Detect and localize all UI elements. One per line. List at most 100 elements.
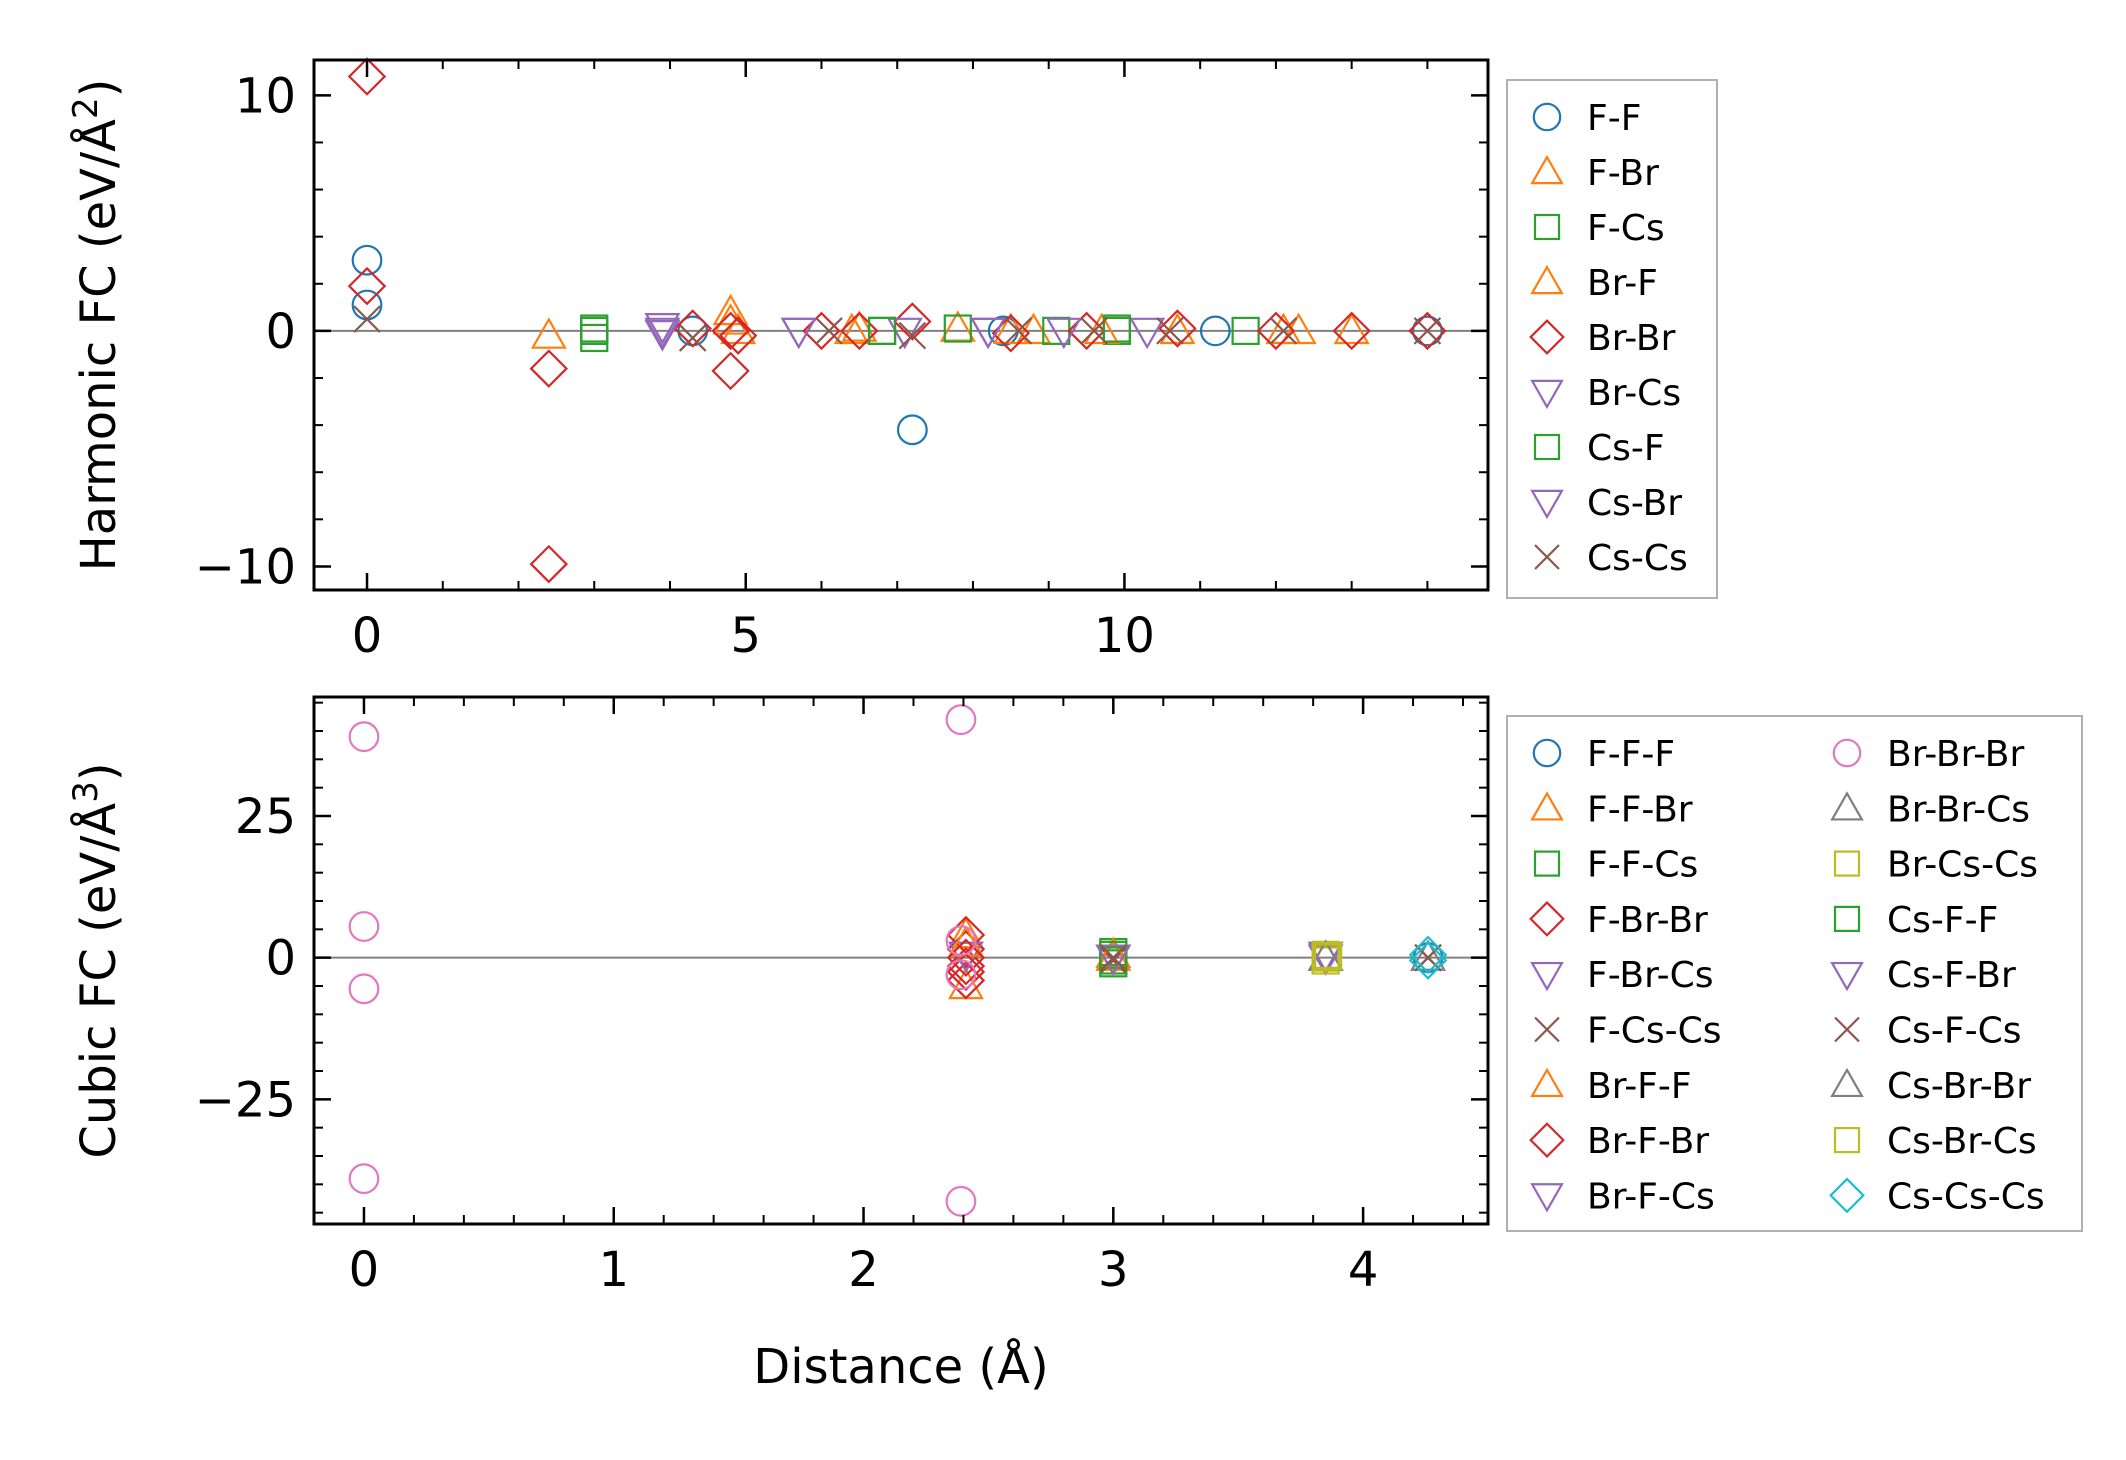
legend-marker-F-Br [1530, 154, 1564, 185]
cubic-fc-panel: 0 1 2 3 4 −25 0 25 Cubic FC (eV/Å3) Distance (Å) F… [66, 695, 2083, 1395]
legend-marker-Br-Cs [1530, 379, 1564, 410]
data-point-Br-Br [347, 57, 387, 96]
legend-marker-Br-Cs-Cs [1833, 850, 1861, 877]
data-point-Br-Br-Br [348, 911, 380, 942]
y-tick-label: 0 [265, 304, 296, 360]
legend-label: F-F-Cs [1587, 845, 1698, 886]
data-point-F-Br-Cs [947, 941, 984, 974]
legend-label: Cs-Br-Cs [1887, 1121, 2037, 1162]
legend-label: Br-F-Cs [1587, 1176, 1715, 1217]
data-point-F-Br-Br [946, 961, 986, 1000]
legend-marker-Br-F-Cs [1530, 1183, 1564, 1213]
data-point-Br-F-Br [946, 938, 986, 977]
legend-item: F-F-Cs [1533, 845, 1698, 886]
legend-item: Br-Cs [1530, 373, 1681, 414]
legend-item: F-Br-Cs [1530, 955, 1714, 996]
x-tick-label: 5 [730, 608, 761, 664]
data-point-Br-Br-Cs [1410, 939, 1447, 971]
data-point-Br-Br-Br [945, 959, 977, 991]
axis-ticks [314, 60, 1488, 590]
data-point-Cs-Cs [1080, 317, 1108, 345]
legend-label: Cs-Br [1587, 483, 1682, 524]
data-point-Cs-Cs [353, 305, 381, 333]
legend-item: Br-Br-Br [1832, 734, 2025, 775]
legend-label: F-Cs [1587, 208, 1665, 249]
data-point-Br-F-Br [946, 952, 986, 992]
legend-marker-F-F-Cs [1533, 850, 1561, 877]
data-point-Br-Br [673, 309, 712, 348]
legend-box [1506, 715, 2083, 1232]
data-point-Cs-Cs [1156, 317, 1184, 345]
data-point-Cs-Br-Cs [1314, 941, 1343, 971]
data-point-F-F [1199, 315, 1231, 347]
data-point-Br-Br-Br [348, 973, 380, 1005]
legend-item: F-Cs-Cs [1534, 1011, 1721, 1052]
axes-frame [312, 58, 1490, 592]
data-points [348, 704, 1448, 1217]
legend-item: Cs-Br-Br [1830, 1066, 2031, 1107]
data-point-Br-Cs [780, 317, 817, 350]
legend-marker-Br-Br [1529, 319, 1565, 355]
legend-label: Br-F [1587, 263, 1658, 304]
legend-marker-Cs-F-Cs [1834, 1016, 1860, 1043]
data-point-F-Br [1280, 312, 1317, 345]
y-tick-label: −25 [195, 1072, 296, 1128]
data-point-Br-Br [1332, 311, 1371, 351]
data-point-Cs-Br [644, 317, 681, 350]
data-point-Cs-Cs [678, 324, 707, 352]
legend-label: F-F-F [1587, 734, 1675, 775]
data-point-Br-Cs [1129, 317, 1166, 350]
data-point-Cs-F [580, 316, 609, 345]
axes-frame [312, 695, 1490, 1226]
legend-marker-F-F-F [1532, 738, 1562, 768]
data-point-F-F-Br [1095, 939, 1132, 971]
data-point-Br-Cs [1045, 317, 1082, 350]
y-tick-label: −10 [195, 539, 296, 595]
legend: F-F F-Br F-Cs Br-F Br-Br Br-Cs Cs-F Cs-Br Cs-Cs [1506, 79, 1718, 599]
legend-label: Cs-Cs [1587, 538, 1688, 579]
legend-item: Cs-Br [1530, 483, 1682, 524]
x-axis-title: Distance (Å) [753, 1338, 1048, 1395]
legend-label: F-Cs-Cs [1587, 1011, 1721, 1052]
harmonic-fc-panel: 0 5 10 −10 0 10 Harmonic FC (eV/Å2) F-F F-Br F-Cs… [66, 57, 1718, 664]
legend-marker-Cs-Cs [1534, 544, 1560, 570]
legend-item: Br-F-Br [1529, 1121, 1709, 1162]
legend-marker-F-Br-Cs [1530, 961, 1564, 992]
legend-marker-Cs-Br-Br [1830, 1067, 1864, 1098]
legend-marker-F-Br-Br [1529, 901, 1565, 937]
axis-ticks [313, 697, 1488, 1224]
legend-label: Br-Br-Cs [1887, 789, 2030, 830]
data-point-Cs-F-Cs [1414, 943, 1442, 972]
data-points [347, 57, 1447, 584]
data-point-Br-Br [802, 311, 841, 351]
legend-marker-Cs-F-F [1833, 905, 1861, 933]
data-point-Br-Br-Br [945, 925, 977, 957]
data-point-Cs-Cs [898, 321, 927, 350]
data-point-Br-Br [711, 311, 750, 351]
x-tick-label: 2 [848, 1242, 879, 1298]
legend-label: Cs-F-F [1887, 900, 1998, 941]
legend-item: Br-F-Cs [1530, 1176, 1715, 1217]
legend-marker-Cs-Br-Cs [1833, 1126, 1861, 1154]
legend-marker-F-Cs-Cs [1534, 1016, 1560, 1043]
legend-item: Br-F-F [1530, 1066, 1692, 1107]
legend-marker-Cs-Br [1530, 489, 1564, 520]
legend-item: Br-F [1530, 263, 1658, 304]
data-point-Cs-F-Br [1095, 944, 1132, 977]
data-point-Cs-Cs [815, 317, 843, 345]
legend-item: F-Br [1530, 153, 1659, 194]
data-point-Br-Br [347, 266, 387, 306]
data-point-F-Cs [580, 314, 609, 343]
data-point-F-F [1412, 315, 1443, 347]
legend-marker-Br-F-F [1530, 1067, 1564, 1098]
data-point-F-Br [841, 310, 878, 342]
data-point-F-F [351, 244, 383, 276]
data-point-Cs-F [867, 316, 897, 345]
data-point-Cs-Br [780, 317, 817, 350]
legend-marker-Cs-Cs-Cs [1829, 1177, 1865, 1214]
data-point-Cs-Br-Cs [1311, 943, 1340, 972]
legend-label: Cs-Cs-Cs [1887, 1176, 2045, 1217]
x-tick-label: 1 [598, 1242, 629, 1298]
data-point-Cs-Cs-Cs [1408, 935, 1448, 975]
